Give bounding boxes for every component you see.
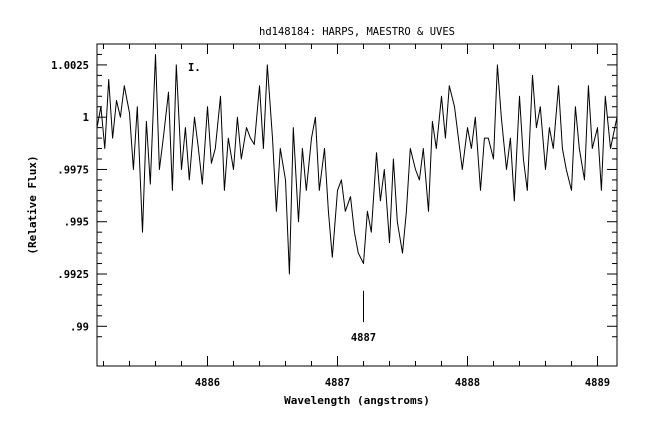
annotation-label: I. <box>188 62 201 74</box>
line-marker-label: 4887 <box>351 332 376 344</box>
x-tick-label: 4887 <box>325 377 350 389</box>
chart-title: hd148184: HARPS, MAESTRO & UVES <box>259 26 455 38</box>
series-group <box>96 54 618 275</box>
y-tick-label: .9975 <box>57 164 89 176</box>
y-tick-label: 1.0025 <box>51 60 89 72</box>
x-axis-label: Wavelength (angstroms) <box>284 394 430 407</box>
x-tick-label: 4889 <box>585 377 610 389</box>
x-tick-label: 4888 <box>455 377 480 389</box>
y-tick-label: .9925 <box>57 269 89 281</box>
plot-frame <box>96 43 618 367</box>
axis-ticks: 4886 4887 4888 4889 .99 .9925 .995 .9975 1 1.0025 <box>51 43 617 389</box>
y-axis-label: (Relative Flux) <box>26 155 39 254</box>
spectrum-line <box>96 54 618 275</box>
y-tick-label: .99 <box>70 321 89 333</box>
x-tick-label: 4886 <box>195 377 220 389</box>
y-tick-label: .995 <box>64 217 89 229</box>
y-tick-label: 1 <box>83 112 89 124</box>
annotations: I. 4887 <box>188 62 376 344</box>
